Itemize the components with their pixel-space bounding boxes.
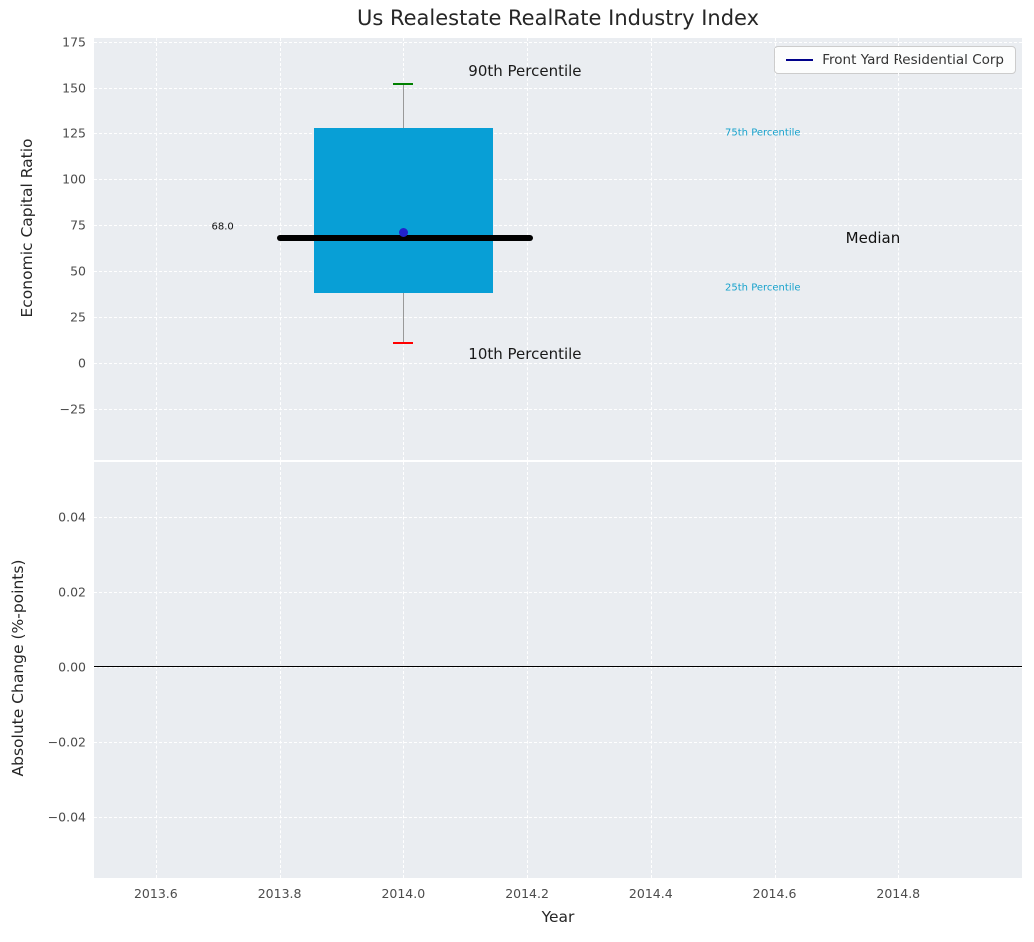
y-tick-label: 0.04	[58, 509, 86, 525]
x-tick-label: 2013.8	[257, 886, 302, 901]
y-tick-label: 150	[62, 80, 86, 96]
v-gridline	[774, 462, 776, 878]
legend-label: Front Yard Residential Corp	[822, 52, 1004, 68]
v-gridline	[650, 38, 652, 460]
v-gridline	[650, 462, 652, 878]
chart-title: Us Realestate RealRate Industry Index	[356, 6, 759, 30]
h-gridline	[94, 179, 1022, 181]
y-tick-label: 175	[62, 34, 86, 50]
y-axis-label-bottom: Absolute Change (%-points)	[9, 559, 27, 777]
h-gridline	[94, 741, 1022, 743]
y-tick-label: −0.04	[47, 809, 86, 825]
y-tick-label: 0.02	[58, 584, 86, 600]
x-tick-label: 2014.0	[381, 886, 426, 901]
v-gridline	[527, 38, 529, 460]
h-gridline	[94, 87, 1022, 89]
annotation-10th-percentile: 10th Percentile	[468, 344, 582, 363]
company-marker	[398, 227, 408, 237]
legend-line-icon	[786, 59, 814, 61]
annotation-90th-percentile: 90th Percentile	[468, 62, 582, 81]
whisker-cap-90th	[393, 82, 414, 85]
v-gridline	[155, 38, 157, 460]
x-axis-label: Year	[541, 908, 575, 926]
v-gridline	[898, 38, 900, 460]
v-gridline	[527, 462, 529, 878]
h-gridline	[94, 362, 1022, 364]
v-gridline	[403, 462, 405, 878]
annotation-median: Median	[845, 228, 901, 247]
annotation-68-0: 68.0	[211, 221, 234, 233]
x-tick-label: 2014.2	[505, 886, 549, 901]
x-tick-label: 2014.4	[628, 886, 673, 901]
v-gridline	[774, 38, 776, 460]
y-tick-label: 100	[62, 171, 86, 187]
h-gridline	[94, 41, 1022, 43]
annotation-75th-percentile: 75th Percentile	[725, 127, 801, 139]
y-tick-label: −25	[59, 401, 86, 417]
v-gridline	[279, 462, 281, 878]
median-line	[276, 234, 534, 241]
h-gridline	[94, 592, 1022, 594]
capital-ratio-plot: Front Yard Residential Corp 90th Percent…	[94, 38, 1022, 460]
h-gridline	[94, 517, 1022, 519]
h-gridline	[94, 316, 1022, 318]
y-tick-label: 125	[62, 125, 86, 141]
v-gridline	[155, 462, 157, 878]
x-tick-label: 2014.6	[752, 886, 797, 901]
legend: Front Yard Residential Corp	[774, 46, 1016, 74]
y-tick-label: 0	[78, 355, 86, 371]
zero-line	[94, 666, 1022, 668]
h-gridline	[94, 271, 1022, 273]
absolute-change-plot	[94, 462, 1022, 878]
h-gridline	[94, 408, 1022, 410]
y-tick-label: −0.02	[47, 734, 86, 750]
h-gridline	[94, 133, 1022, 135]
y-tick-label: 0.00	[58, 659, 86, 675]
iqr-box	[313, 127, 494, 294]
h-gridline	[94, 816, 1022, 818]
annotation-25th-percentile: 25th Percentile	[725, 282, 801, 294]
y-tick-label: 25	[70, 309, 86, 325]
whisker-cap-10th	[393, 341, 414, 344]
x-tick-label: 2014.8	[876, 886, 921, 901]
x-tick-label: 2013.6	[133, 886, 178, 901]
v-gridline	[898, 462, 900, 878]
y-tick-label: 75	[70, 217, 86, 233]
y-tick-label: 50	[70, 263, 86, 279]
v-gridline	[279, 38, 281, 460]
